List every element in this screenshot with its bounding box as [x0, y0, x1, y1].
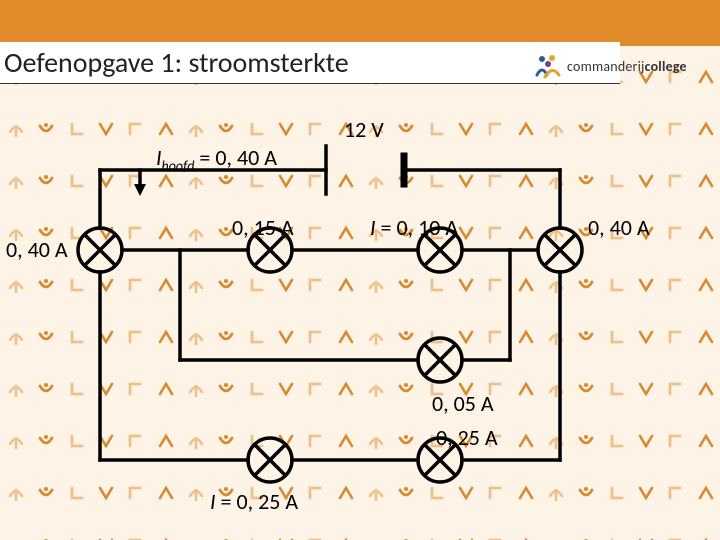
lamp-icon	[538, 228, 582, 272]
logo-text-thin: commanderij	[567, 58, 645, 75]
label-0-25r: 0, 25 A	[436, 424, 498, 451]
main-current-label: Ihoofd = 0, 40 A	[156, 144, 277, 174]
page-title: Oefenopgave 1: stroomsterkte	[4, 45, 349, 80]
title-strip: Oefenopgave 1: stroomsterkte	[0, 42, 620, 84]
label-right-0-40: 0, 40 A	[588, 214, 650, 241]
logo-mark-icon	[533, 51, 563, 81]
header-bar	[0, 0, 720, 46]
voltage-label: 12 V	[344, 116, 384, 143]
logo-text-bold: college	[645, 58, 687, 75]
lamp-icon	[78, 228, 122, 272]
lamp-icon	[418, 338, 462, 382]
label-0-05: 0, 05 A	[432, 390, 494, 417]
brand-logo: commanderijcollege	[533, 46, 708, 86]
lamp-icon	[248, 438, 292, 482]
label-i-0-10: I = 0, 10 A	[370, 214, 458, 241]
circuit-diagram: 12 V Ihoofd = 0, 40 A 0, 40 A 0, 15 A I …	[0, 90, 720, 540]
logo-text: commanderijcollege	[567, 58, 687, 75]
label-0-15: 0, 15 A	[232, 214, 294, 241]
i-eq: = 0, 40 A	[194, 144, 277, 171]
label-left-0-40: 0, 40 A	[6, 236, 68, 263]
label-i-0-25: I = 0, 25 A	[210, 488, 298, 515]
i-sub: hoofd	[162, 157, 195, 174]
